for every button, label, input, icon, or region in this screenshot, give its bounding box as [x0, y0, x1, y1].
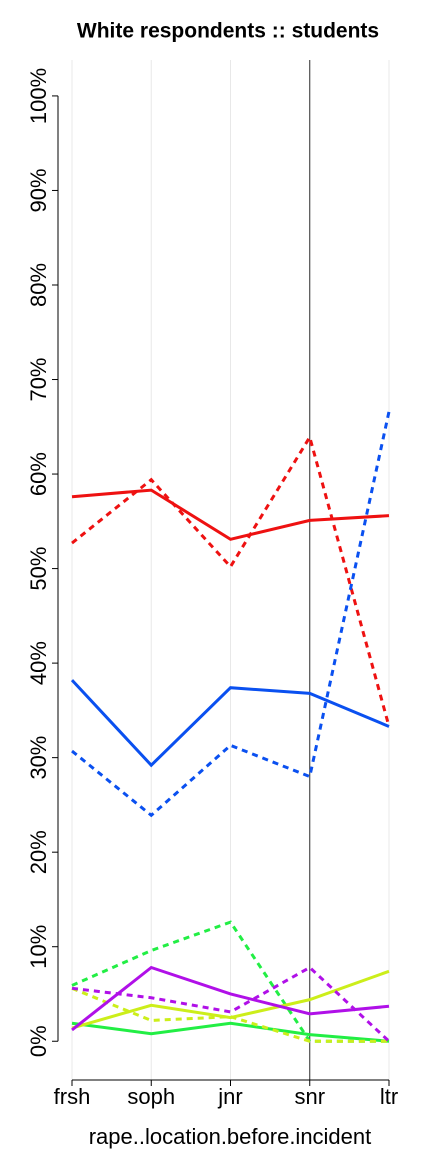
series-line	[71, 920, 389, 1043]
y-tick-label: 90%	[26, 168, 51, 212]
y-tick-label: 30%	[26, 736, 51, 780]
y-tick-label: 10%	[26, 925, 51, 969]
y-tick-label: 20%	[26, 830, 51, 874]
y-tick-label: 0%	[26, 1025, 51, 1057]
x-tick-label: soph	[127, 1084, 175, 1109]
series-line	[71, 411, 391, 818]
y-tick-label: 80%	[26, 263, 51, 307]
x-tick-label: frsh	[54, 1084, 91, 1109]
x-tick-label: jnr	[217, 1084, 242, 1109]
series-line	[71, 965, 391, 1043]
y-tick-label: 70%	[26, 357, 51, 401]
series-line	[71, 986, 389, 1043]
y-tick-label: 40%	[26, 641, 51, 685]
x-tick-label: ltr	[380, 1084, 398, 1109]
x-axis-label: rape..location.before.incident	[89, 1124, 372, 1149]
series-line	[71, 488, 390, 541]
y-tick-label: 100%	[26, 68, 51, 124]
series-line	[71, 433, 391, 727]
series-line	[71, 1021, 390, 1043]
chart-title: White respondents :: students	[77, 20, 379, 43]
y-tick-label: 60%	[26, 452, 51, 496]
series-line	[71, 965, 390, 1032]
series-line	[70, 679, 390, 768]
y-tick-label: 50%	[26, 547, 51, 591]
x-tick-label: snr	[294, 1084, 325, 1109]
